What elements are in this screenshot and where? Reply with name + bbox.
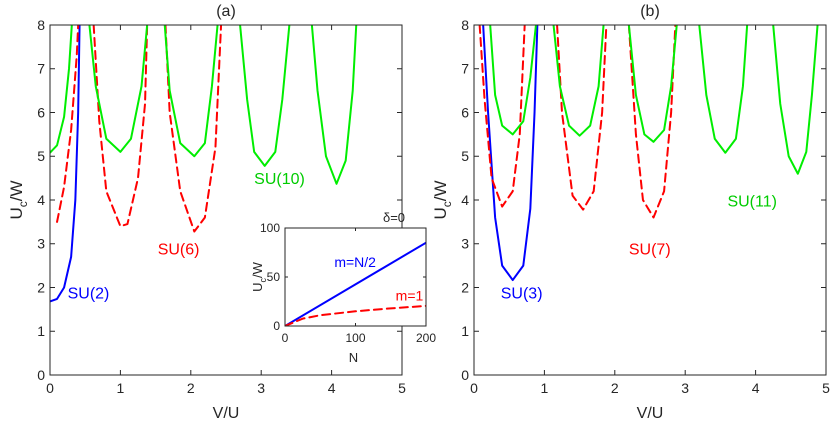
x-tick-label: 3 bbox=[681, 380, 689, 396]
curve-su-11--1 bbox=[552, 25, 605, 137]
series-layer bbox=[50, 25, 358, 303]
series-layer bbox=[285, 241, 426, 326]
series-su-11- bbox=[489, 25, 819, 175]
x-tick-label: 3 bbox=[257, 380, 265, 396]
series-su-3- bbox=[482, 25, 539, 282]
x-tick-label: 4 bbox=[328, 380, 336, 396]
y-tick-label: 7 bbox=[461, 61, 469, 77]
x-tick-label: 0 bbox=[282, 331, 289, 345]
series-label: SU(2) bbox=[68, 285, 110, 302]
curve-su-11--3 bbox=[698, 25, 749, 154]
panel-title: (b) bbox=[640, 3, 660, 20]
curve-su-3--0 bbox=[482, 25, 539, 282]
y-tick-label: 1 bbox=[461, 323, 469, 339]
curve-m-n-2-0 bbox=[285, 241, 426, 326]
series-layer bbox=[478, 25, 819, 282]
series-label: SU(11) bbox=[727, 194, 777, 211]
series-m-1 bbox=[285, 304, 426, 326]
panel-b: 0 1 2 3 4 5 0 1 2 3 4 5 6 7 8 SU(3) SU(7) SU(11) (b) V/U Uc/… bbox=[431, 3, 830, 422]
curve-su-11--4 bbox=[772, 25, 819, 175]
y-tick-label: 0 bbox=[461, 367, 469, 383]
y-axis-label: Uc/W bbox=[7, 180, 30, 219]
curve-su-7--2 bbox=[627, 25, 677, 219]
x-tick-label: 100 bbox=[345, 331, 365, 345]
x-tick-label: 5 bbox=[822, 380, 830, 396]
y-tick-label: 5 bbox=[461, 148, 469, 164]
series-label: SU(10) bbox=[254, 171, 305, 188]
x-tick-label: 2 bbox=[187, 380, 195, 396]
y-tick-label: 1 bbox=[37, 323, 45, 339]
curve-su-10--3 bbox=[239, 25, 291, 167]
x-tick-label: 1 bbox=[541, 380, 549, 396]
series-label: SU(3) bbox=[501, 285, 543, 302]
y-tick-label: 100 bbox=[260, 221, 280, 235]
inset-chart: 0 100 200 0 50 100 m=N/2 m=1 δ=0 N Uc/W bbox=[250, 210, 436, 365]
y-tick-label: 2 bbox=[461, 279, 469, 295]
y-axis-label: Uc/W bbox=[431, 180, 454, 219]
curve-su-10--4 bbox=[310, 25, 358, 185]
x-tick-label: 1 bbox=[117, 380, 125, 396]
x-tick-label: 2 bbox=[611, 380, 619, 396]
x-tick-label: 0 bbox=[470, 380, 478, 396]
curve-su-11--2 bbox=[627, 25, 678, 143]
x-tick-label: 200 bbox=[416, 331, 436, 345]
series-m-n-2 bbox=[285, 241, 426, 326]
curve-su-10--1 bbox=[88, 25, 149, 153]
series-su-10- bbox=[50, 25, 358, 185]
y-tick-label: 3 bbox=[461, 236, 469, 252]
y-tick-label: 50 bbox=[267, 270, 281, 284]
y-tick-label: 2 bbox=[37, 279, 45, 295]
y-tick-label: 6 bbox=[461, 104, 469, 120]
curve-su-6--1 bbox=[92, 25, 149, 228]
curve-m-1-0 bbox=[285, 304, 426, 326]
y-tick-label: 4 bbox=[37, 192, 45, 208]
series-su-2- bbox=[50, 25, 81, 303]
x-tick-label: 5 bbox=[398, 380, 406, 396]
panel-title: (a) bbox=[216, 3, 236, 20]
panel-a: 0 1 2 3 4 5012345678SU(2)SU(6)SU(10)(a)V/UUc/… bbox=[7, 3, 436, 422]
inset-x-axis-label: N bbox=[349, 350, 358, 365]
y-tick-label: 5 bbox=[37, 148, 45, 164]
inset-title: δ=0 bbox=[383, 210, 405, 225]
y-tick-label: 6 bbox=[37, 104, 45, 120]
y-tick-label: 8 bbox=[461, 17, 469, 33]
plot-area bbox=[474, 25, 826, 375]
series-label: m=1 bbox=[396, 288, 424, 304]
y-tick-label: 7 bbox=[37, 61, 45, 77]
x-axis-label: V/U bbox=[637, 405, 664, 422]
x-axis-label: V/U bbox=[213, 405, 240, 422]
y-tick-label: 0 bbox=[273, 319, 280, 333]
series-su-6- bbox=[56, 25, 223, 233]
series-label: m=N/2 bbox=[334, 254, 376, 270]
series-label: SU(6) bbox=[158, 242, 200, 259]
curve-su-2--0 bbox=[50, 25, 81, 303]
curve-su-7--0 bbox=[478, 25, 526, 208]
x-tick-label: 0 bbox=[46, 380, 54, 396]
curve-su-11--0 bbox=[489, 25, 537, 136]
curve-su-6--0 bbox=[56, 25, 80, 223]
series-su-7- bbox=[478, 25, 677, 219]
y-tick-label: 3 bbox=[37, 236, 45, 252]
y-tick-label: 0 bbox=[37, 367, 45, 383]
curve-su-6--2 bbox=[164, 25, 223, 233]
series-label: SU(7) bbox=[629, 242, 671, 259]
curve-su-10--0 bbox=[50, 25, 73, 154]
x-tick-label: 4 bbox=[752, 380, 760, 396]
curve-su-7--1 bbox=[556, 25, 608, 211]
inset-y-axis-label: Uc/W bbox=[250, 261, 268, 292]
y-tick-label: 4 bbox=[461, 192, 469, 208]
plot-area bbox=[285, 228, 426, 326]
y-tick-label: 8 bbox=[37, 17, 45, 33]
curve-su-10--2 bbox=[163, 25, 219, 158]
